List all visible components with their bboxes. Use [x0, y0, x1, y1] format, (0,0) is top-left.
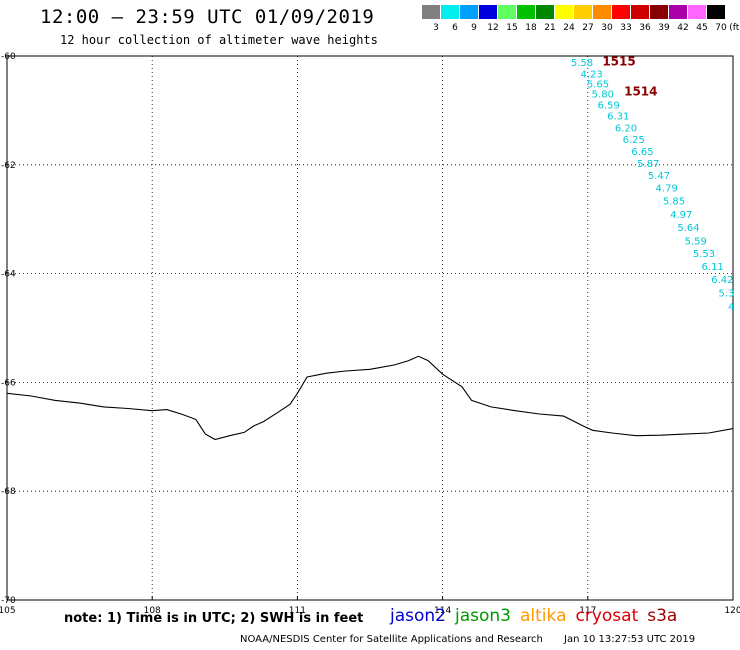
chart-title: 12:00 – 23:59 UTC 01/09/2019: [40, 6, 375, 28]
satellite-altika: altika: [520, 606, 567, 626]
wave-height-value: 5.65: [587, 80, 609, 91]
x-tick-label: 105: [0, 606, 16, 616]
wave-height-value: 5.53: [693, 249, 715, 260]
units-note: note: 1) Time is in UTC; 2) SWH is in fe…: [64, 611, 364, 626]
legend-swatch-3: [422, 5, 441, 19]
x-tick-label: 111: [289, 606, 306, 616]
legend-swatch-45: [688, 5, 707, 19]
legend-label-45: 45: [696, 23, 708, 33]
wave-height-value: 5.58: [571, 58, 593, 69]
legend-swatch-6: [441, 5, 460, 19]
wave-height-value: 6.42: [711, 275, 733, 286]
satellite-jason2: jason2: [390, 606, 446, 626]
wave-height-value: 5.59: [685, 236, 707, 247]
wave-height-value: 5.64: [677, 223, 699, 234]
legend-label-33: 33: [620, 23, 632, 33]
coastline: [6, 355, 734, 441]
legend-swatch-21: [536, 5, 555, 19]
legend-swatch-30: [593, 5, 612, 19]
pass-number-label: 1515: [602, 54, 635, 68]
wave-height-value: 4.97: [670, 210, 692, 221]
wave-height-value: 4.79: [656, 184, 678, 195]
wave-height-value: 6.59: [597, 100, 619, 111]
legend-unit: (ft): [729, 23, 740, 33]
grid-lines: [7, 56, 733, 600]
credit-line: NOAA/NESDIS Center for Satellite Applica…: [240, 634, 713, 645]
x-tick-label: 114: [434, 606, 451, 616]
wave-height-value: 6.65: [631, 147, 653, 158]
legend-label-3: 3: [433, 23, 439, 33]
wave-height-value: 6.11: [702, 262, 724, 273]
legend-swatch-36: [631, 5, 650, 19]
wave-height-value: 5.80: [592, 90, 614, 101]
generated-timestamp: Jan 10 13:27:53 UTC 2019: [564, 634, 696, 645]
legend-label-24: 24: [563, 23, 575, 33]
legend-label-12: 12: [487, 23, 499, 33]
y-tick-label: -62: [1, 161, 16, 171]
legend-swatch-24: [555, 5, 574, 19]
legend-swatch-70: [707, 5, 726, 19]
wave-height-value: 4: [728, 302, 734, 313]
wave-height-value: 6.20: [615, 123, 637, 134]
chart-subtitle: 12 hour collection of altimeter wave hei…: [60, 33, 378, 47]
y-tick-label: -70: [1, 596, 16, 606]
wave-height-value: 6.31: [607, 111, 629, 122]
legend-label-36: 36: [639, 23, 651, 33]
center-name: NOAA/NESDIS Center for Satellite Applica…: [240, 634, 543, 645]
legend-label-6: 6: [452, 23, 458, 33]
wave-height-points: 5.584.235.655.806.596.316.206.256.655.87…: [571, 58, 735, 313]
y-tick-label: -68: [1, 487, 16, 497]
legend-label-30: 30: [601, 23, 613, 33]
legend-swatch-42: [669, 5, 688, 19]
wave-height-value: 4.23: [581, 69, 603, 80]
wave-height-value: 5.47: [648, 171, 670, 182]
legend-swatch-18: [517, 5, 536, 19]
y-tick-label: -66: [1, 378, 16, 388]
plot-frame: [6, 55, 734, 601]
legend-label-70: 70: [715, 23, 727, 33]
axes: 105 108 111 114 117 120 -60 -62 -64 -66 -68 -70: [0, 52, 740, 616]
x-tick-label: 117: [579, 606, 596, 616]
legend-label-15: 15: [506, 23, 518, 33]
y-tick-label: -64: [1, 270, 16, 280]
wave-height-value: 6.25: [623, 135, 645, 146]
legend-swatch-27: [574, 5, 593, 19]
track-labels: 1515 1514: [602, 54, 657, 98]
legend-label-21: 21: [544, 23, 556, 33]
antarctic-coastline: [6, 355, 734, 441]
satellite-jason3: jason3: [455, 606, 511, 626]
x-tick-label: 108: [144, 606, 161, 616]
y-tick-label: -60: [1, 52, 16, 62]
legend-swatch-9: [460, 5, 479, 19]
wave-height-value: 5.85: [663, 197, 685, 208]
legend-label-9: 9: [471, 23, 477, 33]
legend-swatch-12: [479, 5, 498, 19]
x-tick-label: 120: [724, 606, 740, 616]
satellite-s3a: s3a: [647, 606, 678, 626]
legend-label-18: 18: [525, 23, 537, 33]
legend-swatch-39: [650, 5, 669, 19]
legend-label-42: 42: [677, 23, 689, 33]
legend-swatch-15: [498, 5, 517, 19]
legend-label-27: 27: [582, 23, 594, 33]
legend-swatch-33: [612, 5, 631, 19]
satellite-legend: jason2 jason3 altika cryosat s3a: [390, 606, 686, 626]
wave-height-value: 5.87: [637, 159, 659, 170]
legend-label-39: 39: [658, 23, 670, 33]
wave-height-value: 5.3: [718, 289, 734, 300]
satellite-cryosat: cryosat: [575, 606, 639, 626]
pass-number-label: 1514: [624, 84, 657, 98]
